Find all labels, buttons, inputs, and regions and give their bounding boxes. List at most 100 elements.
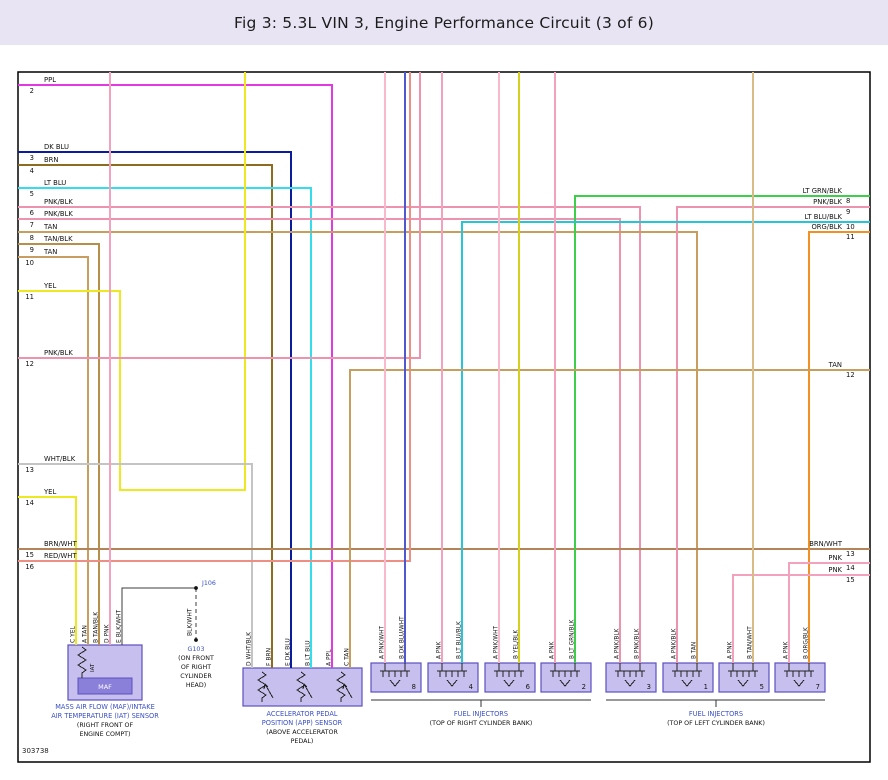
fuel-injector-box: [370, 662, 422, 693]
injector-pin-a-label: A PNK: [437, 641, 443, 659]
injector-pin-a-label: A PNK: [784, 641, 790, 659]
component-pin-label: B LT BLU: [305, 640, 312, 666]
g103-location: OF RIGHT: [181, 664, 211, 671]
g103-location: (ON FRONT: [178, 655, 214, 662]
fuel-injector-box: [484, 662, 536, 693]
left-pin-wire-label: PNK/BLK: [44, 198, 73, 206]
right-pin-number: 11: [846, 233, 855, 241]
component-pin-label: B TAN/BLK: [93, 611, 100, 643]
figure-number: 303738: [22, 747, 49, 755]
left-pin-wire-label: BRN: [44, 156, 58, 164]
app-pot-wiper: [343, 683, 353, 699]
wire-pin14-yel-to-maf-c: [18, 496, 77, 645]
maf-name: MASS AIR FLOW (MAF)/INTAKE: [55, 703, 155, 711]
left-pin-wire-label: PNK/BLK: [44, 210, 73, 218]
app-pot-wiper-head: [303, 683, 308, 688]
left-pin-wire-label: RED/WHT: [44, 552, 77, 560]
g103-location: CYLINDER: [180, 673, 212, 680]
maf-inner-label: MAF: [98, 683, 112, 691]
injector-pin-a-label: A PNK/WHT: [380, 626, 386, 659]
wire-pin5-ltblu-to-app-b: [18, 187, 312, 668]
wire-right12-tan-to-app-c: [349, 369, 870, 668]
left-pin-wire-label: DK BLU: [44, 143, 69, 151]
fuel-injector-box: [605, 662, 657, 693]
left-pin-wire-label: PPL: [44, 76, 56, 84]
wire-pin13-whtblk-to-app-d: [18, 463, 253, 668]
injector-pin-b-label: B DK BLU/WHT: [400, 616, 406, 659]
wire-right15-pnk-to-inj5a: [732, 574, 870, 663]
junction-dot: [194, 638, 198, 642]
injector-nozzle: [446, 679, 458, 687]
right-pin-wire-label: ORG/BLK: [811, 223, 842, 231]
injector-pin-b-label: B LT GRN/BLK: [570, 619, 576, 659]
wire-pin9-tanblk-to-maf-b: [18, 243, 100, 645]
left-pin-number: 2: [30, 87, 34, 95]
app-pot-resistor: [296, 671, 306, 702]
figure-title-bar: Fig 3: 5.3L VIN 3, Engine Performance Ci…: [0, 0, 888, 45]
left-pin-wire-label: PNK/BLK: [44, 349, 73, 357]
left-pin-number: 16: [25, 563, 34, 571]
injector-number: 5: [760, 683, 764, 691]
injector-nozzle: [389, 679, 401, 687]
left-pin-wire-label: WHT/BLK: [44, 455, 76, 463]
injector-bank-right-name: FUEL INJECTORS: [454, 710, 508, 718]
app-pot-wiper-head: [342, 683, 345, 690]
injector-bank-left-location: (TOP OF LEFT CYLINDER BANK): [667, 720, 765, 727]
injector-pin-a-label: A PNK: [550, 641, 556, 659]
component-pin-label: F BRN: [266, 648, 273, 666]
app-pot-resistor: [336, 671, 346, 702]
wire-pin4-brn-to-app-f: [18, 164, 273, 668]
injector-bank-left-name: FUEL INJECTORS: [689, 710, 743, 718]
fuel-injector-box: [427, 662, 479, 693]
right-pin-wire-label: PNK: [828, 566, 842, 574]
app-name: ACCELERATOR PEDAL: [266, 710, 337, 718]
injector-number: 1: [704, 683, 708, 691]
right-pin-wire-label: PNK: [828, 554, 842, 562]
j106-label: J106: [201, 580, 216, 587]
right-pin-number: 8: [846, 197, 850, 205]
component-pin-label: E DK BLU: [285, 638, 292, 666]
left-pin-wire-label: YEL: [43, 488, 56, 496]
injector-pin-b-label: B TAN: [692, 642, 698, 659]
fuel-injector-box: [718, 662, 770, 693]
left-pin-number: 13: [25, 466, 34, 474]
right-pin-number: 15: [846, 576, 855, 584]
maf-inner-box: [77, 677, 133, 695]
injector-pin-a-label: A PNK/WHT: [494, 626, 500, 659]
left-pin-number: 11: [25, 293, 34, 301]
left-pin-number: 8: [30, 234, 34, 242]
left-pin-wire-label: LT BLU: [44, 179, 66, 187]
component-pin-label: C TAN: [344, 648, 351, 666]
injector-number: 8: [412, 683, 416, 691]
injector-number: 3: [647, 683, 651, 691]
injector-nozzle: [737, 679, 749, 687]
injector-pin-b-label: B PNK/BLK: [635, 628, 641, 659]
injector-number: 7: [816, 683, 820, 691]
fuel-injector-box: [540, 662, 592, 693]
left-pin-number: 9: [30, 246, 34, 254]
injector-nozzle: [624, 679, 636, 687]
maf-location: (RIGHT FRONT OF: [77, 722, 134, 729]
left-pin-wire-label: YEL: [43, 282, 56, 290]
component-pin-label: BLK/WHT: [187, 608, 194, 636]
injector-nozzle: [503, 679, 515, 687]
component-pin-label: A TAN: [82, 625, 89, 643]
wire-pin11-yel-dogleg-to-top: [18, 72, 246, 491]
injector-nozzle: [793, 679, 805, 687]
left-pin-number: 7: [30, 221, 34, 229]
diagram-border: [17, 71, 871, 763]
right-pin-number: 12: [846, 371, 855, 379]
left-pin-number: 10: [25, 259, 34, 267]
injector-nozzle: [681, 679, 693, 687]
right-pin-wire-label: TAN: [828, 361, 842, 369]
left-pin-wire-label: BRN/WHT: [44, 540, 78, 548]
app-location: (ABOVE ACCELERATOR: [266, 729, 338, 736]
left-pin-number: 4: [30, 167, 34, 175]
injector-number: 6: [526, 683, 530, 691]
left-pin-number: 14: [25, 499, 34, 507]
right-pin-wire-label: PNK/BLK: [813, 198, 842, 206]
injector-nozzle: [559, 679, 571, 687]
injector-bank-right-location: (TOP OF RIGHT CYLINDER BANK): [430, 720, 533, 727]
wire-pin6-pnkblk-to-inj3b: [18, 206, 641, 663]
left-pin-number: 6: [30, 209, 34, 217]
